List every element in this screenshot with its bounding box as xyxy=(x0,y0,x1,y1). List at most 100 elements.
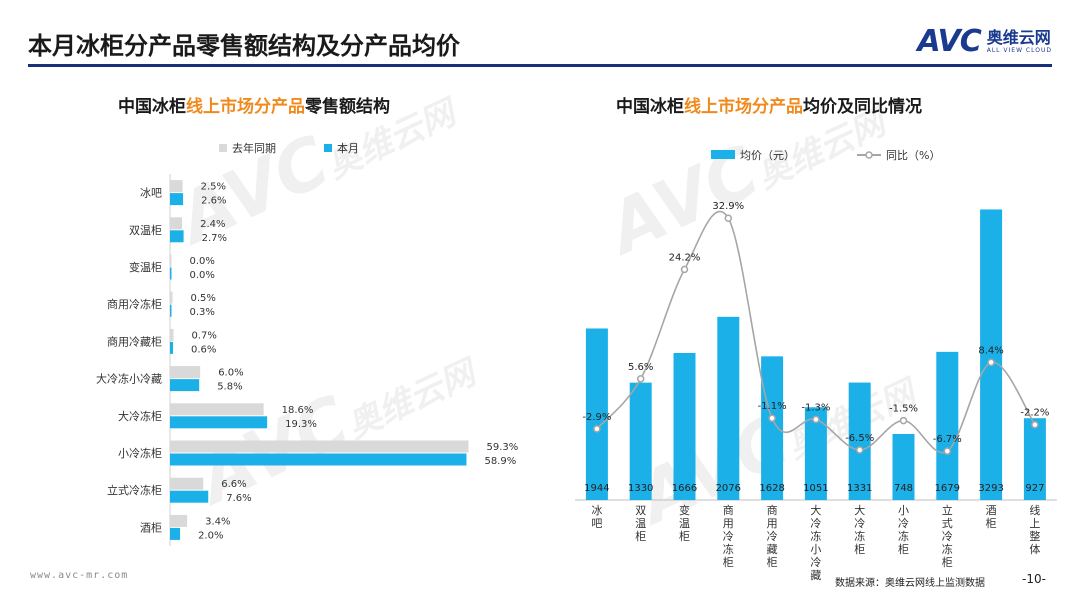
bar-price xyxy=(1023,418,1046,500)
right-title-suffix: 均价及同比情况 xyxy=(803,97,922,117)
logo-text: 奥维云网 ALL VIEW CLOUD xyxy=(986,27,1052,54)
point-yoy xyxy=(724,214,733,222)
bar-current xyxy=(170,230,184,243)
bar-current xyxy=(170,304,172,317)
bar-last-year xyxy=(170,180,183,193)
y-tick-label: 大冷冻小冷藏 xyxy=(96,372,162,386)
legend-label-price: 均价（元） xyxy=(740,149,795,162)
y-tick-label: 商用冷藏柜 xyxy=(107,334,162,348)
data-label-last-year: 2.5% xyxy=(201,182,226,193)
data-label-current: 2.7% xyxy=(202,233,227,244)
bar-last-year xyxy=(170,366,201,379)
logo-mark: AVC xyxy=(917,24,981,59)
page-number: -10- xyxy=(1022,572,1046,586)
line-yoy xyxy=(596,210,1036,454)
data-label-last-year: 0.0% xyxy=(190,256,215,267)
bar-current xyxy=(170,379,200,392)
legend-swatch-current xyxy=(324,144,332,152)
bar-last-year xyxy=(170,403,264,416)
data-label-last-year: 59.3% xyxy=(486,442,518,453)
x-tick-label: 立式冷冻柜 xyxy=(942,503,953,569)
bar-price xyxy=(804,407,827,500)
data-label-yoy: -1.1% xyxy=(758,401,787,412)
bar-last-year xyxy=(170,217,183,230)
bar-last-year xyxy=(170,291,173,304)
y-tick-label: 变温柜 xyxy=(129,260,162,274)
data-label-current: 2.0% xyxy=(198,530,223,541)
x-tick-label: 线上整体 xyxy=(1029,503,1040,556)
footer-source: 数据来源：奥维云网线上监测数据 xyxy=(835,578,985,589)
data-label-last-year: 6.0% xyxy=(218,368,243,379)
bar-current xyxy=(170,416,268,429)
bar-price xyxy=(980,209,1003,501)
data-label-current: 0.6% xyxy=(191,344,216,355)
legend-label-current: 本月 xyxy=(337,141,359,155)
data-label-last-year: 0.7% xyxy=(192,330,217,341)
y-tick-label: 双温柜 xyxy=(129,224,162,237)
x-tick-label: 冰吧 xyxy=(591,504,602,530)
data-label-price: 927 xyxy=(1025,483,1044,494)
point-yoy xyxy=(593,425,601,433)
data-label-price: 1679 xyxy=(935,483,960,494)
x-tick-label: 大冷冻小冷藏 xyxy=(810,503,821,582)
data-label-price: 1051 xyxy=(803,483,828,494)
y-tick-label: 大冷冻柜 xyxy=(118,409,162,423)
point-yoy xyxy=(768,414,776,422)
data-label-current: 2.6% xyxy=(201,196,226,207)
right-title-prefix: 中国冰柜 xyxy=(616,97,684,117)
logo-en: ALL VIEW CLOUD xyxy=(986,46,1052,54)
bar-price xyxy=(673,353,696,500)
bar-last-year xyxy=(170,254,172,267)
bar-current xyxy=(170,267,172,280)
legend-swatch-price xyxy=(711,150,735,159)
point-yoy xyxy=(899,416,908,425)
data-label-current: 58.9% xyxy=(484,456,516,467)
point-yoy xyxy=(1031,420,1039,429)
legend-swatch-last-year xyxy=(219,144,227,152)
bar-current xyxy=(170,527,181,540)
data-label-price: 1666 xyxy=(672,483,697,494)
data-label-price: 1331 xyxy=(847,483,872,494)
legend-label-last-year: 去年同期 xyxy=(232,141,276,155)
left-title-suffix: 零售额结构 xyxy=(305,97,390,117)
data-label-yoy: -1.5% xyxy=(889,404,918,415)
data-label-price: 2076 xyxy=(716,483,741,494)
left-chart-title: 中国冰柜线上市场分产品零售额结构 xyxy=(118,92,390,117)
data-label-price: 3293 xyxy=(978,483,1003,494)
data-label-price: 1944 xyxy=(584,483,609,494)
data-label-yoy: -2.9% xyxy=(582,412,611,423)
data-label-yoy: 8.4% xyxy=(978,345,1003,356)
x-tick-label: 商用冷冻柜 xyxy=(723,503,734,569)
bar-price xyxy=(761,356,784,500)
x-tick-label: 小冷冻柜 xyxy=(898,504,909,556)
x-tick-label: 双温柜 xyxy=(635,504,646,543)
bar-price xyxy=(892,434,915,500)
bar-last-year xyxy=(170,514,188,527)
bar-price xyxy=(629,382,652,500)
x-tick-label: 变温柜 xyxy=(679,503,690,543)
logo-cn: 奥维云网 xyxy=(986,27,1051,47)
data-label-price: 748 xyxy=(894,483,913,494)
y-tick-label: 立式冷冻柜 xyxy=(107,483,162,497)
data-label-current: 5.8% xyxy=(217,382,242,393)
y-tick-label: 冰吧 xyxy=(140,187,162,200)
y-tick-label: 酒柜 xyxy=(140,521,162,534)
bar-current xyxy=(170,490,209,503)
point-yoy xyxy=(943,447,952,455)
bar-last-year xyxy=(170,440,469,453)
point-yoy xyxy=(987,358,995,367)
left-title-prefix: 中国冰柜 xyxy=(118,97,186,117)
x-tick-label: 酒柜 xyxy=(986,504,997,530)
point-yoy xyxy=(680,265,689,274)
data-label-last-year: 18.6% xyxy=(282,405,314,416)
bar-last-year xyxy=(170,328,174,341)
data-label-last-year: 0.5% xyxy=(191,293,216,304)
data-label-yoy: -2.2% xyxy=(1020,408,1049,419)
data-label-yoy: 24.2% xyxy=(669,252,701,263)
data-label-last-year: 3.4% xyxy=(205,516,230,527)
x-tick-label: 商用冷藏柜 xyxy=(767,503,778,569)
data-label-yoy: 32.9% xyxy=(712,201,744,212)
point-yoy xyxy=(855,446,864,454)
